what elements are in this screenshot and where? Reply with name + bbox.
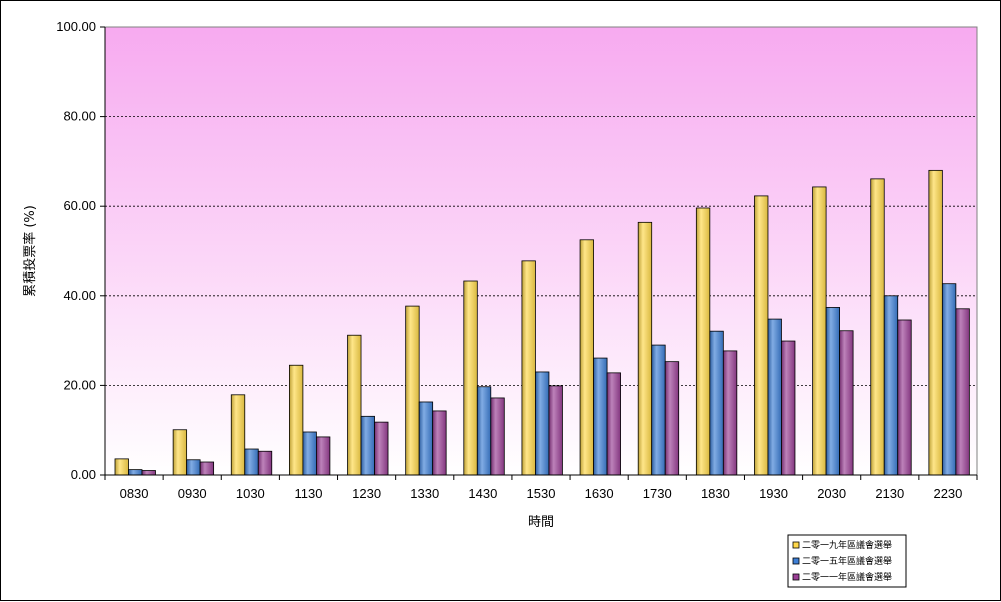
legend-swatch-3: [792, 573, 800, 581]
bar-1: [579, 239, 594, 476]
bar-2: [651, 344, 666, 476]
bar-3: [606, 372, 621, 476]
bar-2: [476, 386, 492, 476]
x-tick-label: 1030: [236, 486, 265, 501]
axes: [104, 27, 978, 480]
bar-3: [141, 470, 156, 476]
bar-2: [883, 295, 899, 476]
x-tick-label: 2030: [817, 486, 846, 501]
bar-1: [754, 195, 769, 476]
bar-3: [955, 308, 970, 476]
bar-1: [870, 178, 885, 476]
bar-2: [593, 357, 608, 476]
y-tick-label: 100.00: [56, 19, 96, 34]
bar-1: [928, 169, 943, 476]
x-tick-label: 2130: [875, 486, 904, 501]
x-tick-label: 1430: [468, 486, 497, 501]
bar-2: [941, 283, 957, 476]
bar-2: [244, 448, 259, 476]
x-tick-label: 1530: [527, 486, 556, 501]
y-tick-label: 20.00: [63, 377, 96, 392]
bar-1: [812, 186, 827, 476]
y-tick-label: 0.00: [71, 467, 96, 482]
y-tick-label: 60.00: [63, 198, 96, 213]
bar-3: [432, 410, 447, 476]
legend-swatch-2: [792, 557, 800, 565]
bar-3: [722, 350, 738, 476]
bar-1: [288, 364, 304, 476]
x-tick-labels: 0830 0930 1030 1130 1230 1330 1430 1530 1630 1730…: [120, 486, 963, 501]
bar-1: [637, 221, 653, 476]
x-tick-label: 1830: [701, 486, 730, 501]
bar-3: [257, 450, 273, 476]
bar-3: [374, 421, 389, 476]
x-axis-title: 時間: [528, 515, 554, 530]
y-tick-label: 80.00: [63, 109, 96, 124]
bar-3: [548, 385, 563, 476]
bar-1: [521, 260, 536, 476]
bars: [114, 169, 970, 476]
bar-2: [186, 459, 201, 476]
legend-label-1: 二零一九年區議會選舉: [802, 539, 892, 551]
legend-label-2: 二零一五年區議會選舉: [802, 555, 892, 567]
bar-3: [490, 397, 505, 476]
x-tick-label: 0930: [178, 486, 207, 501]
y-tick-labels: 0.00 20.00 40.00 60.00 80.00 100.00: [56, 19, 96, 482]
bar-3: [839, 330, 854, 476]
bar-2: [128, 469, 143, 476]
x-tick-label: 1730: [643, 486, 672, 501]
bar-2: [535, 371, 550, 476]
bar-1: [172, 429, 188, 476]
bar-2: [418, 401, 434, 476]
bar-3: [897, 319, 912, 476]
bar-2: [302, 431, 317, 476]
bar-2: [825, 307, 840, 476]
bar-2: [709, 330, 724, 476]
x-tick-label: 1930: [759, 486, 788, 501]
legend-swatch-1: [792, 541, 800, 549]
x-tick-label: 1330: [410, 486, 439, 501]
y-tick-label: 40.00: [63, 288, 96, 303]
bar-3: [315, 436, 331, 476]
bar-2: [767, 318, 782, 476]
bar-2: [360, 415, 375, 476]
x-tick-label: 1230: [352, 486, 381, 501]
bar-1: [463, 280, 478, 476]
legend-box: [787, 534, 907, 588]
x-tick-label: 1130: [294, 486, 322, 501]
bar-1: [695, 207, 711, 476]
bar-3: [199, 461, 215, 476]
y-axis-title: 累積投票率 (%): [22, 205, 38, 297]
bar-3: [664, 361, 680, 476]
x-tick-label: 1630: [585, 486, 614, 501]
bar-3: [781, 340, 796, 476]
bar-1: [347, 334, 362, 476]
x-tick-label: 2230: [933, 486, 962, 501]
bar-1: [405, 305, 420, 476]
bar-1: [114, 458, 129, 476]
x-tick-label: 0830: [120, 486, 149, 501]
legend-label-3: 二零一一年區議會選舉: [802, 571, 892, 583]
bar-1: [230, 394, 246, 476]
